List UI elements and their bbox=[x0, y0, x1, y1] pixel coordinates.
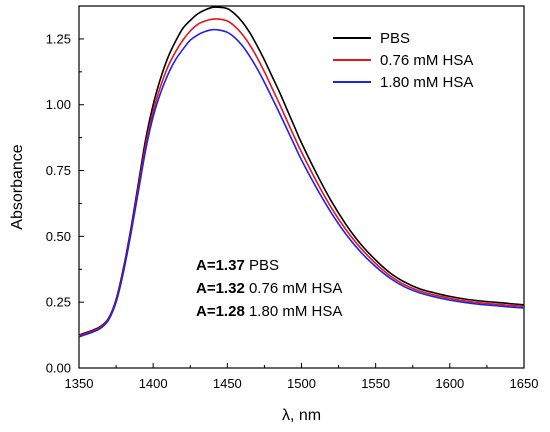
legend-label: 1.80 mM HSA bbox=[380, 74, 473, 91]
y-axis-ticks: 0.00 0.25 0.50 0.75 1.00 1.25 bbox=[46, 5, 84, 376]
annotation-line: A=1.28 1.80 mM HSA bbox=[196, 303, 342, 320]
y-tick-label: 0.50 bbox=[46, 229, 71, 244]
x-tick-label: 1400 bbox=[139, 376, 168, 391]
annotation-label: PBS bbox=[245, 257, 279, 274]
x-axis-ticks: 1350 1400 1450 1500 1550 1600 1650 bbox=[65, 363, 539, 391]
annotation-line: A=1.32 0.76 mM HSA bbox=[196, 280, 342, 297]
x-tick-label: 1650 bbox=[510, 376, 539, 391]
annotation-label: 0.76 mM HSA bbox=[245, 280, 343, 297]
y-tick-label: 0.25 bbox=[46, 295, 71, 310]
x-tick-label: 1500 bbox=[287, 376, 316, 391]
x-tick-label: 1350 bbox=[65, 376, 94, 391]
series-lines bbox=[78, 6, 525, 338]
annotation-label: 1.80 mM HSA bbox=[245, 303, 343, 320]
y-tick-label: 1.25 bbox=[46, 31, 71, 46]
y-tick-label: 0.75 bbox=[46, 163, 71, 178]
legend-label: 0.76 mM HSA bbox=[380, 52, 473, 69]
x-tick-label: 1550 bbox=[361, 376, 390, 391]
annotation-value: A=1.37 bbox=[196, 257, 245, 274]
series-line-3 bbox=[78, 28, 525, 338]
y-tick-label: 1.00 bbox=[46, 97, 71, 112]
annotation-value: A=1.32 bbox=[196, 280, 245, 297]
x-tick-label: 1450 bbox=[213, 376, 242, 391]
annotation-value: A=1.28 bbox=[196, 303, 245, 320]
legend: PBS 0.76 mM HSA 1.80 mM HSA bbox=[333, 30, 473, 91]
y-tick-label: 0.00 bbox=[46, 361, 71, 376]
x-axis-title: λ, nm bbox=[282, 407, 321, 424]
x-tick-label: 1600 bbox=[435, 376, 464, 391]
annotation-line: A=1.37 PBS bbox=[196, 257, 279, 274]
y-axis-title: Absorbance bbox=[9, 144, 26, 229]
legend-label: PBS bbox=[380, 30, 410, 47]
